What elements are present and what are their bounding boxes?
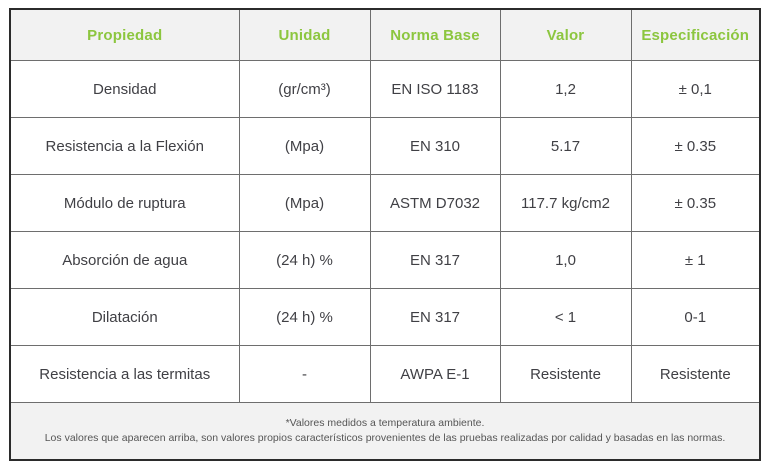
cell-unit: (24 h) % [238,288,371,346]
column-header-norma-base: Norma Base [369,8,501,61]
cell-unit: (Mpa) [238,117,371,175]
cell-unit: (gr/cm³) [238,60,371,118]
cell-unit: (Mpa) [238,174,371,232]
cell-standard: EN 317 [369,231,501,289]
column-header-valor: Valor [499,8,632,61]
cell-unit: (24 h) % [238,231,371,289]
cell-standard: ASTM D7032 [369,174,501,232]
cell-property: Absorción de agua [9,231,240,289]
cell-value: < 1 [499,288,632,346]
table-row-densidad: Densidad (gr/cm³) EN ISO 1183 1,2 ± 0,1 [9,60,761,118]
cell-spec: ± 0.35 [630,174,761,232]
cell-property: Módulo de ruptura [9,174,240,232]
cell-value: 117.7 kg/cm2 [499,174,632,232]
table-footnote: *Valores medidos a temperatura ambiente.… [9,402,761,461]
cell-standard: EN 317 [369,288,501,346]
cell-value: 5.17 [499,117,632,175]
cell-property: Resistencia a las termitas [9,345,240,403]
cell-standard: AWPA E-1 [369,345,501,403]
cell-property: Resistencia a la Flexión [9,117,240,175]
cell-value: 1,2 [499,60,632,118]
cell-spec: ± 0.35 [630,117,761,175]
table-footer: *Valores medidos a temperatura ambiente.… [9,402,761,461]
table-row-absorcion-agua: Absorción de agua (24 h) % EN 317 1,0 ± … [9,231,761,289]
table-row-termitas: Resistencia a las termitas - AWPA E-1 Re… [9,345,761,403]
cell-spec: ± 1 [630,231,761,289]
column-header-especificacion: Especificación [630,8,761,61]
cell-value: 1,0 [499,231,632,289]
table-body: Densidad (gr/cm³) EN ISO 1183 1,2 ± 0,1 … [9,60,761,403]
cell-property: Dilatación [9,288,240,346]
cell-value: Resistente [499,345,632,403]
cell-standard: EN ISO 1183 [369,60,501,118]
cell-property: Densidad [9,60,240,118]
table-row-flexion: Resistencia a la Flexión (Mpa) EN 310 5.… [9,117,761,175]
column-header-propiedad: Propiedad [9,8,240,61]
footnote-line-1: *Valores medidos a temperatura ambiente. [285,416,485,429]
table-row-modulo-ruptura: Módulo de ruptura (Mpa) ASTM D7032 117.7… [9,174,761,232]
cell-unit: - [238,345,371,403]
cell-standard: EN 310 [369,117,501,175]
cell-spec: ± 0,1 [630,60,761,118]
cell-spec: 0-1 [630,288,761,346]
table-row-dilatacion: Dilatación (24 h) % EN 317 < 1 0-1 [9,288,761,346]
properties-spec-table: Propiedad Unidad Norma Base Valor Especi… [9,8,761,461]
cell-spec: Resistente [630,345,761,403]
table-header-row: Propiedad Unidad Norma Base Valor Especi… [9,8,761,61]
footnote-line-2: Los valores que aparecen arriba, son val… [44,432,726,444]
column-header-unidad: Unidad [238,8,371,61]
